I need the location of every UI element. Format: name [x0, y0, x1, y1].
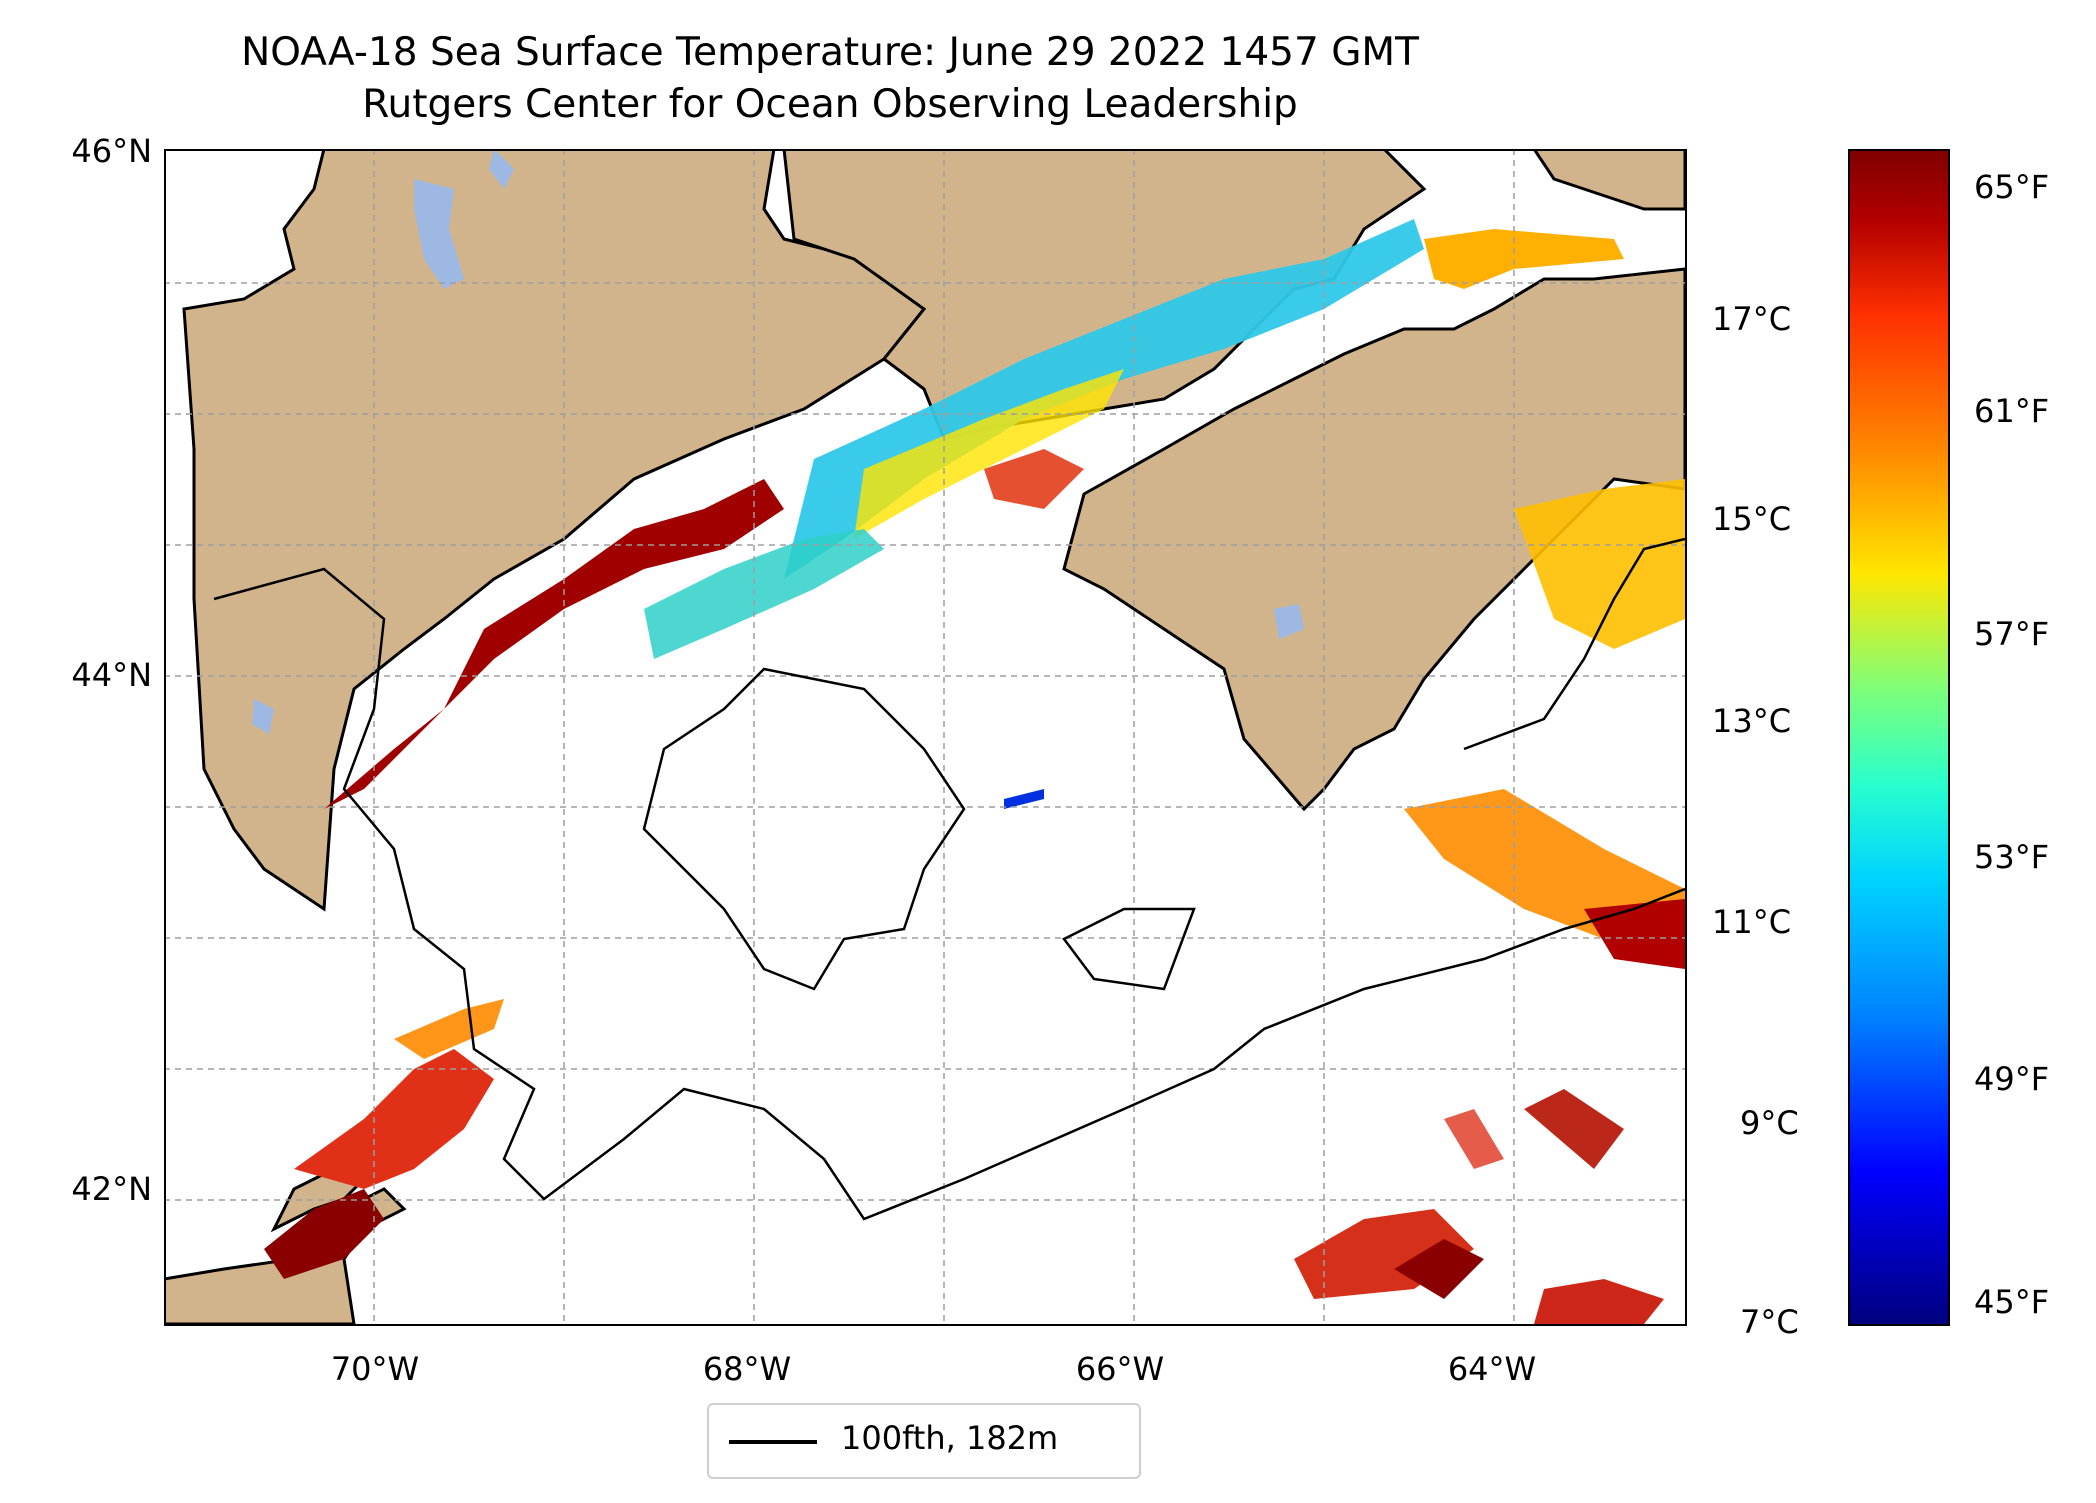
sst-minas	[1424, 229, 1624, 289]
colorbar-c-15: 15°C	[1712, 500, 1792, 538]
sst-fundy-warm	[854, 369, 1124, 539]
colorbar-c-7: 7°C	[1740, 1303, 1799, 1341]
lon-label-64: 64°W	[1447, 1350, 1537, 1388]
legend-line-swatch	[729, 1440, 817, 1444]
lake-ns	[1274, 604, 1304, 639]
map-legend: 100fth, 182m	[707, 1403, 1141, 1479]
sst-maine-band	[644, 529, 884, 659]
colorbar-c-17: 17°C	[1712, 300, 1792, 338]
land-cape-breton	[1532, 149, 1685, 211]
map-gridlines	[164, 149, 1685, 1324]
colorbar-c-11: 11°C	[1712, 903, 1792, 941]
sst-map-canvas	[164, 149, 1685, 1324]
colorbar-f-57: 57°F	[1974, 615, 2050, 653]
sst-map[interactable]	[164, 149, 1685, 1324]
colorbar-f-45: 45°F	[1974, 1283, 2050, 1321]
sst-south-3	[1534, 1279, 1664, 1324]
sst-fundy-cool	[784, 219, 1424, 579]
sst-maine-coast	[324, 479, 784, 809]
isobath-banks	[642, 667, 1196, 991]
lat-label-42: 42°N	[71, 1170, 152, 1208]
lake-maine-small	[489, 149, 514, 189]
map-subtitle: Rutgers Center for Ocean Observing Leade…	[362, 82, 1298, 127]
lake-maine	[414, 179, 464, 289]
sst-capecod	[294, 1049, 494, 1189]
colorbar-f-61: 61°F	[1974, 392, 2050, 430]
isobath-nova	[1463, 537, 1685, 751]
sst-colorbar	[1848, 149, 1950, 1326]
lake-nh	[252, 699, 274, 734]
lon-label-70: 70°W	[330, 1350, 420, 1388]
sst-blue-streak	[1004, 789, 1044, 809]
lat-label-46: 46°N	[71, 132, 152, 170]
colorbar-f-65: 65°F	[1974, 168, 2050, 206]
lat-label-44: 44°N	[71, 656, 152, 694]
isobath-100fth	[213, 567, 1685, 1221]
sst-fundy-red	[984, 449, 1084, 509]
colorbar-f-53: 53°F	[1974, 838, 2050, 876]
colorbar-f-49: 49°F	[1974, 1060, 2050, 1098]
sst-south-4	[1524, 1089, 1624, 1169]
sst-capecod-band	[394, 999, 504, 1059]
sst-south-2	[1394, 1239, 1484, 1299]
sst-capecod-dark	[264, 1189, 384, 1279]
colorbar-c-9: 9°C	[1740, 1104, 1799, 1142]
legend-label: 100fth, 182m	[841, 1419, 1059, 1457]
map-title: NOAA-18 Sea Surface Temperature: June 29…	[241, 30, 1419, 75]
lon-label-66: 66°W	[1075, 1350, 1165, 1388]
colorbar-c-13: 13°C	[1712, 702, 1792, 740]
sst-south-5	[1444, 1109, 1504, 1169]
lon-label-68: 68°W	[702, 1350, 792, 1388]
sst-scotian-1	[1514, 479, 1685, 649]
